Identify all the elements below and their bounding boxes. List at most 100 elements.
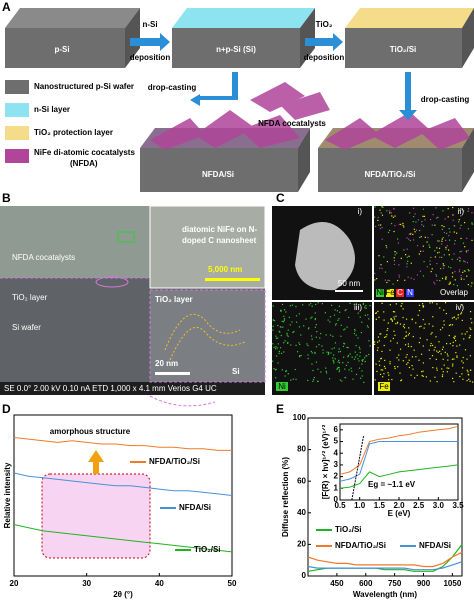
y-axis-label: Relative intensity [3, 462, 12, 528]
eds-dot [375, 312, 378, 314]
eds-dot [460, 237, 462, 240]
y-tick-label: 6 [334, 425, 339, 434]
legend-swatch-part [5, 126, 29, 140]
eds-dot [422, 306, 424, 308]
eds-dot [469, 311, 472, 313]
eds-dot [447, 355, 449, 357]
x-axis-label: E (eV) [388, 509, 411, 518]
eds-dot [437, 252, 439, 254]
eds-dot [317, 380, 319, 383]
eds-dot [453, 225, 455, 227]
wafer-part [345, 8, 474, 28]
eds-dot [441, 277, 444, 280]
eds-dot [283, 309, 286, 311]
element-key [376, 289, 384, 297]
eds-dot [405, 331, 407, 333]
eds-dot [394, 334, 396, 336]
eds-dot [322, 349, 324, 351]
eds-dot [466, 261, 469, 264]
eds-dot [461, 208, 463, 211]
x-tick-label: 1050 [443, 579, 461, 588]
eds-dot [464, 246, 466, 248]
eds-dot [465, 251, 468, 253]
eds-dot [420, 250, 422, 252]
eds-dot [332, 357, 334, 359]
scale-bar [205, 278, 260, 281]
y-tick-label: 20 [297, 540, 306, 549]
x-tick-label: 3.0 [433, 501, 445, 510]
eds-dot [460, 277, 462, 279]
series-line [339, 425, 459, 475]
eds-dot [315, 346, 318, 348]
eds-dot [454, 279, 456, 281]
overlap-label: Overlap [440, 288, 469, 297]
eds-dot [467, 208, 470, 210]
eds-dot [295, 315, 298, 317]
eds-dot [422, 345, 424, 347]
eds-dot [466, 237, 468, 239]
eds-dot [443, 231, 445, 234]
eds-dot [418, 359, 420, 361]
eds-dot [383, 311, 385, 313]
eds-tile [272, 206, 474, 395]
eds-dot [349, 353, 351, 355]
wafer-part [298, 128, 310, 192]
flakes-part [195, 110, 255, 148]
wafer-part [172, 28, 300, 68]
panel-label: A [2, 0, 11, 14]
eds-dot [383, 365, 386, 368]
eds-dot [322, 352, 324, 354]
eds-dot [307, 357, 309, 360]
eds-dot [406, 363, 408, 365]
eds-dot [352, 378, 354, 380]
eds-dot [452, 377, 454, 380]
eds-dot [380, 264, 382, 266]
eds-dot [338, 367, 340, 369]
eds-dot [327, 319, 329, 321]
eds-dot [412, 368, 414, 370]
eds-dot [461, 360, 463, 362]
eds-dot [286, 332, 288, 335]
eds-dot [459, 227, 461, 229]
eds-dot [435, 207, 437, 209]
eds-dot [422, 370, 424, 372]
eds-dot [376, 278, 378, 280]
eds-dot [314, 312, 316, 314]
eds-dot [355, 345, 357, 347]
eds-dot [273, 346, 275, 348]
eds-dot [311, 363, 313, 365]
eds-dot [285, 370, 287, 372]
eds-dot [338, 305, 341, 307]
eds-dot [452, 214, 454, 216]
eds-dot [367, 314, 369, 316]
eds-dot [298, 313, 300, 315]
eds-dot [314, 326, 316, 328]
eds-dot [383, 344, 385, 347]
eds-dot [395, 303, 397, 305]
eds-dot [303, 325, 305, 327]
eds-dot [453, 358, 455, 360]
y-tick-label: 0 [302, 571, 307, 580]
eds-dot [358, 367, 361, 369]
eds-dot [285, 370, 287, 372]
eds-dot [431, 344, 434, 347]
eds-dot [295, 344, 297, 346]
eds-dot [406, 237, 408, 239]
eds-dot [386, 261, 389, 263]
eds-dot [358, 360, 360, 362]
eds-dot [411, 356, 414, 358]
eds-dot [320, 371, 322, 373]
eds-dot [429, 246, 431, 248]
eds-dot [403, 327, 406, 329]
eds-dot [436, 303, 438, 305]
eds-dot [441, 238, 443, 240]
eds-dot [410, 277, 412, 279]
step-label: TiO₂ [316, 20, 333, 29]
eds-dot [454, 239, 456, 242]
series-line [307, 551, 463, 568]
eds-dot [441, 240, 443, 242]
eds-dot [453, 253, 455, 255]
layer-outline [164, 313, 246, 361]
eds-dot [431, 224, 433, 226]
eds-dot [398, 276, 401, 278]
